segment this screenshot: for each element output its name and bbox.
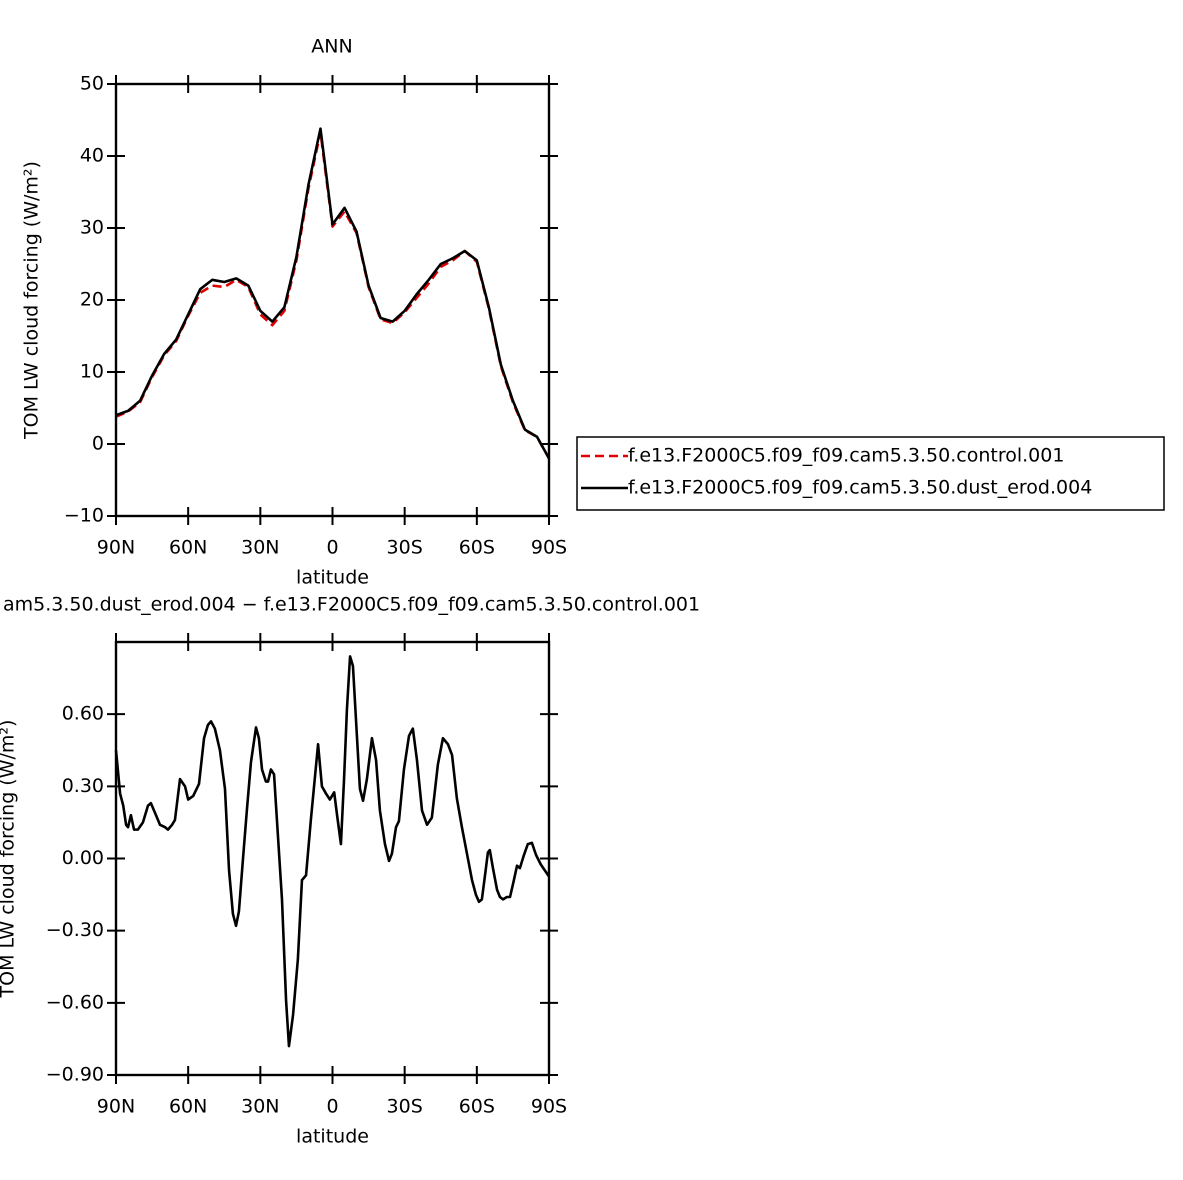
x-tick-label: 60S bbox=[459, 1096, 495, 1118]
x-tick-label: 90N bbox=[97, 537, 135, 559]
plot-frame bbox=[114, 82, 551, 518]
y-tick-label: −0.30 bbox=[46, 919, 104, 941]
plot-frame bbox=[114, 640, 551, 1077]
legend-label: f.e13.F2000C5.f09_f09.cam5.3.50.dust_ero… bbox=[628, 477, 1092, 499]
y-tick-label: −0.60 bbox=[46, 991, 104, 1013]
y-axis-label: TOM LW cloud forcing (W/m²) bbox=[21, 161, 43, 440]
chart-title: ANN bbox=[311, 36, 352, 58]
x-tick-label: 30N bbox=[241, 1096, 279, 1118]
series-line bbox=[115, 127, 551, 460]
y-tick-label: 50 bbox=[80, 73, 104, 95]
legend-label: f.e13.F2000C5.f09_f09.cam5.3.50.control.… bbox=[628, 445, 1064, 467]
x-tick-label: 90S bbox=[531, 1096, 567, 1118]
y-tick-label: 40 bbox=[80, 145, 104, 167]
x-tick-label: 90N bbox=[97, 1096, 135, 1118]
y-tick-label: 20 bbox=[80, 289, 104, 311]
x-tick-label: 60N bbox=[169, 1096, 207, 1118]
x-tick-label: 30S bbox=[387, 1096, 423, 1118]
x-tick-label: 30N bbox=[241, 537, 279, 559]
y-tick-label: 0.30 bbox=[62, 775, 104, 797]
y-tick-label: 30 bbox=[80, 217, 104, 239]
y-tick-label: 0.60 bbox=[62, 703, 104, 725]
x-axis-label: latitude bbox=[296, 567, 369, 589]
x-tick-label: 0 bbox=[326, 537, 338, 559]
series-line bbox=[115, 130, 551, 460]
x-tick-label: 60N bbox=[169, 537, 207, 559]
x-tick-label: 0 bbox=[326, 1096, 338, 1118]
x-tick-label: 30S bbox=[387, 537, 423, 559]
chart-title: am5.3.50.dust_erod.004 − f.e13.F2000C5.f… bbox=[3, 594, 700, 616]
x-tick-label: 90S bbox=[531, 537, 567, 559]
y-tick-label: 0 bbox=[92, 433, 104, 455]
y-tick-label: 10 bbox=[80, 361, 104, 383]
series-line bbox=[114, 655, 551, 1048]
y-tick-label: 0.00 bbox=[62, 847, 104, 869]
y-axis-label: TOM LW cloud forcing (W/m²) bbox=[0, 720, 19, 999]
y-tick-label: −10 bbox=[64, 505, 104, 527]
y-tick-label: −0.90 bbox=[46, 1064, 104, 1086]
x-axis-label: latitude bbox=[296, 1126, 369, 1148]
legend-box bbox=[576, 436, 1165, 511]
x-tick-label: 60S bbox=[459, 537, 495, 559]
